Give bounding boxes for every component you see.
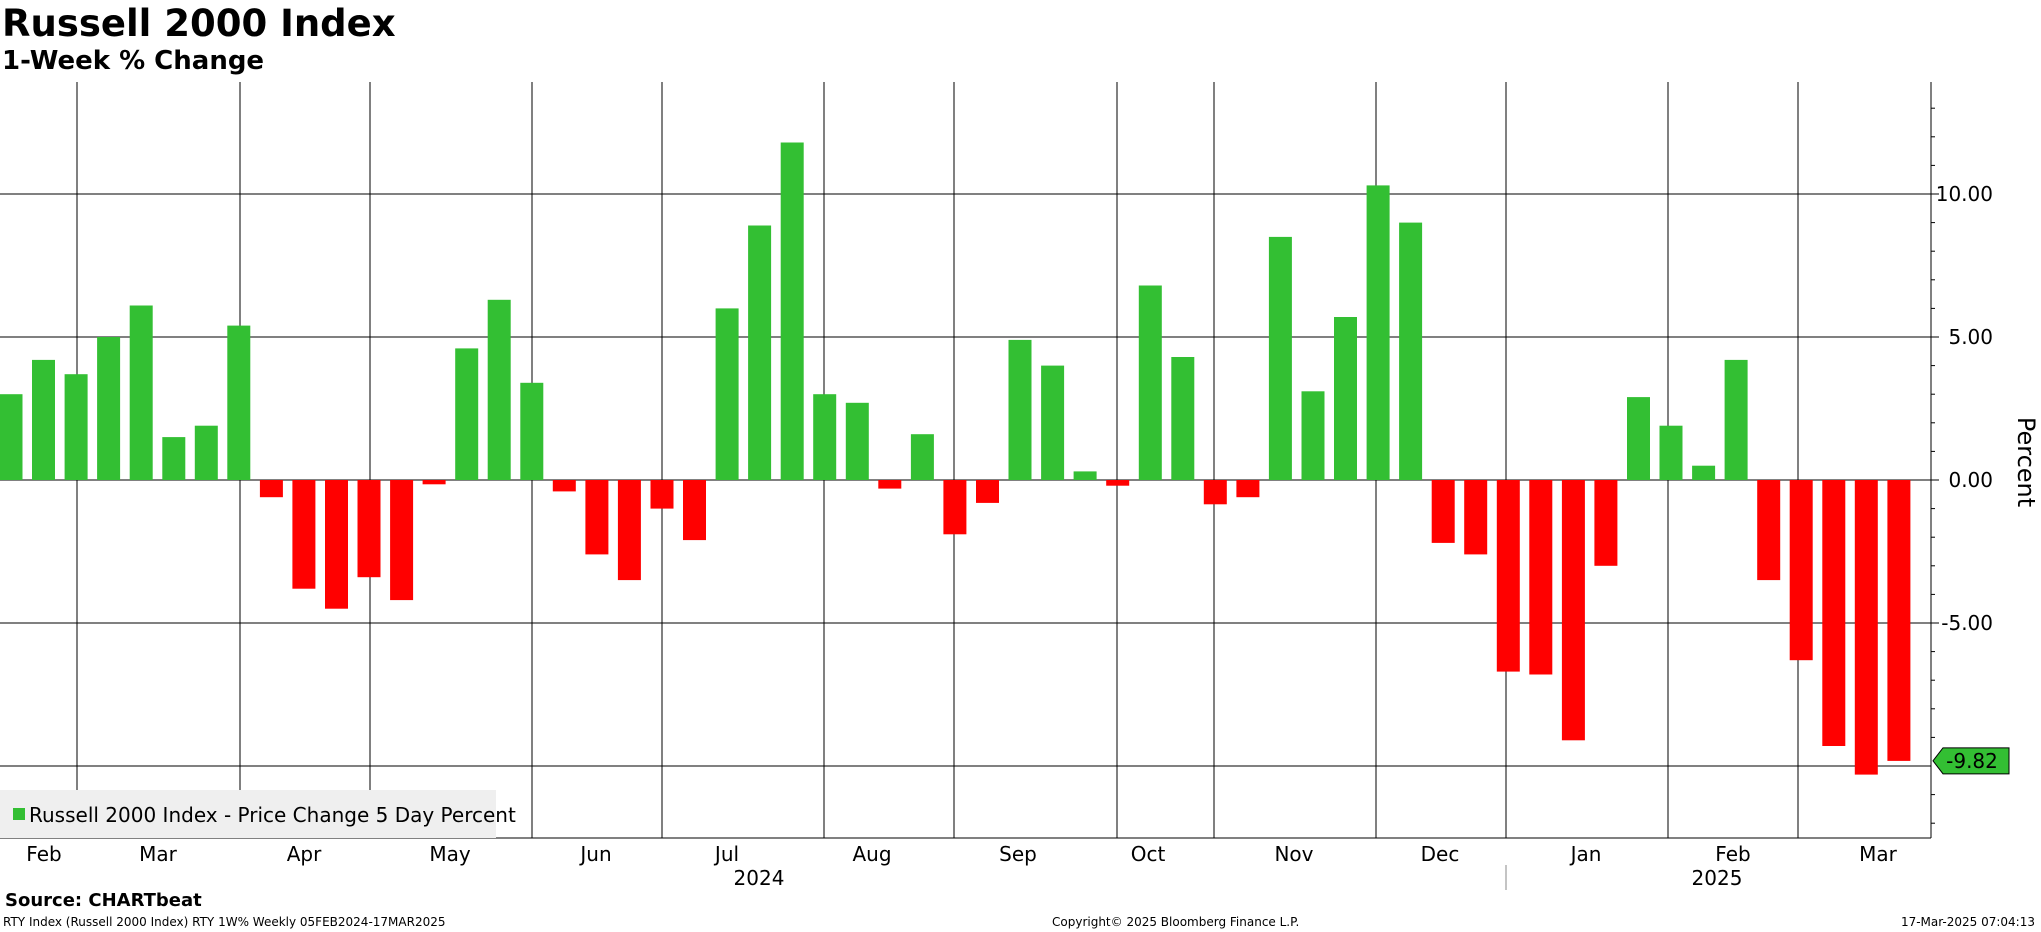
chart-subtitle: 1-Week % Change bbox=[2, 46, 265, 76]
y-tick-label: 5.00 bbox=[1948, 325, 1993, 349]
month-label: Jan bbox=[1569, 842, 1602, 866]
last-value-label: -9.82 bbox=[1946, 749, 1998, 773]
month-label: Dec bbox=[1421, 842, 1460, 866]
bar bbox=[422, 480, 446, 485]
month-label: Feb bbox=[26, 842, 61, 866]
bar bbox=[1464, 480, 1488, 555]
bar bbox=[1106, 480, 1130, 486]
y-tick-label: -5.00 bbox=[1941, 611, 1993, 635]
bar bbox=[1073, 471, 1097, 480]
month-label: Sep bbox=[999, 842, 1037, 866]
bar bbox=[97, 337, 121, 480]
bar bbox=[1561, 480, 1585, 741]
x-axis-month-labels: Feb Mar Apr May Jun Jul Aug Sep Oct Nov Dec Jan Feb M… bbox=[26, 842, 1897, 866]
month-label: Apr bbox=[287, 842, 322, 866]
bar bbox=[390, 480, 414, 601]
bar bbox=[32, 359, 55, 480]
bar bbox=[1399, 222, 1423, 480]
month-label: Mar bbox=[139, 842, 178, 866]
bar bbox=[292, 480, 316, 589]
bar bbox=[520, 382, 544, 480]
month-label: Jul bbox=[713, 842, 739, 866]
bar bbox=[1203, 480, 1227, 505]
bar bbox=[1334, 317, 1357, 480]
legend-label: Russell 2000 Index - Price Change 5 Day … bbox=[29, 803, 516, 827]
bar bbox=[1366, 185, 1390, 480]
bar bbox=[0, 394, 23, 480]
bar bbox=[1789, 480, 1813, 661]
bar bbox=[162, 437, 186, 480]
last-value-badge-shape bbox=[1932, 747, 2010, 775]
source-label: Source: CHARTbeat bbox=[5, 890, 202, 911]
bar bbox=[1854, 480, 1878, 775]
timestamp: 17-Mar-2025 07:04:13 bbox=[1900, 915, 2035, 929]
year-label: 2025 bbox=[1692, 866, 1743, 890]
month-label: Feb bbox=[1715, 842, 1750, 866]
bar bbox=[943, 480, 967, 535]
bar bbox=[1496, 480, 1520, 672]
legend-background bbox=[0, 790, 496, 838]
bar bbox=[845, 402, 869, 480]
month-label: May bbox=[429, 842, 471, 866]
bar bbox=[1431, 480, 1455, 543]
bar bbox=[683, 480, 706, 541]
legend-swatch bbox=[13, 808, 25, 820]
bar bbox=[1268, 236, 1292, 480]
bar bbox=[1008, 339, 1032, 480]
x-axis-year-labels: 2024 2025 bbox=[734, 866, 1743, 890]
bar bbox=[878, 480, 902, 489]
y-axis-label: Percent bbox=[2012, 417, 2040, 507]
bar bbox=[976, 480, 999, 503]
bar bbox=[1041, 365, 1065, 480]
month-label: Nov bbox=[1274, 842, 1313, 866]
y-tick-label: 0.00 bbox=[1948, 468, 1993, 492]
bars bbox=[0, 142, 1911, 775]
bar bbox=[64, 374, 88, 480]
bar bbox=[552, 480, 576, 492]
month-label: Oct bbox=[1131, 842, 1166, 866]
bar bbox=[487, 299, 511, 480]
year-label: 2024 bbox=[734, 866, 785, 890]
bar bbox=[1627, 397, 1650, 480]
bar bbox=[1757, 480, 1781, 581]
bar bbox=[780, 142, 804, 480]
bar bbox=[325, 480, 348, 609]
y-axis-ticks: -5.00 0.00 5.00 10.00 bbox=[1931, 107, 1993, 824]
bar bbox=[227, 325, 251, 480]
bar bbox=[748, 225, 772, 480]
bar bbox=[617, 480, 641, 581]
bar bbox=[813, 394, 837, 480]
last-value-badge: -9.82 bbox=[1932, 747, 2010, 775]
copyright: Copyright© 2025 Bloomberg Finance L.P. bbox=[1052, 915, 1300, 929]
bar bbox=[1822, 480, 1846, 746]
bar bbox=[194, 425, 218, 480]
chart-title: Russell 2000 Index bbox=[2, 2, 396, 45]
legend: Russell 2000 Index - Price Change 5 Day … bbox=[0, 790, 516, 838]
bar bbox=[1138, 285, 1162, 480]
bar bbox=[1236, 480, 1260, 498]
bar bbox=[715, 308, 739, 480]
bar bbox=[1529, 480, 1553, 675]
bar bbox=[1887, 480, 1911, 761]
y-tick-label: 10.00 bbox=[1936, 182, 1993, 206]
month-label: Mar bbox=[1859, 842, 1898, 866]
bar bbox=[1594, 480, 1618, 566]
bar bbox=[1171, 357, 1195, 480]
bar bbox=[585, 480, 609, 555]
bar bbox=[650, 480, 674, 509]
bar bbox=[1724, 359, 1748, 480]
bar bbox=[259, 480, 283, 498]
bar bbox=[1301, 391, 1325, 480]
bar bbox=[1659, 425, 1683, 480]
bar bbox=[455, 348, 479, 480]
security-description: RTY Index (Russell 2000 Index) RTY 1W% W… bbox=[3, 915, 446, 929]
bar bbox=[1692, 465, 1716, 480]
bar bbox=[357, 480, 381, 578]
month-label: Jun bbox=[578, 842, 611, 866]
bar bbox=[129, 305, 153, 480]
bar bbox=[910, 434, 934, 480]
month-label: Aug bbox=[852, 842, 891, 866]
